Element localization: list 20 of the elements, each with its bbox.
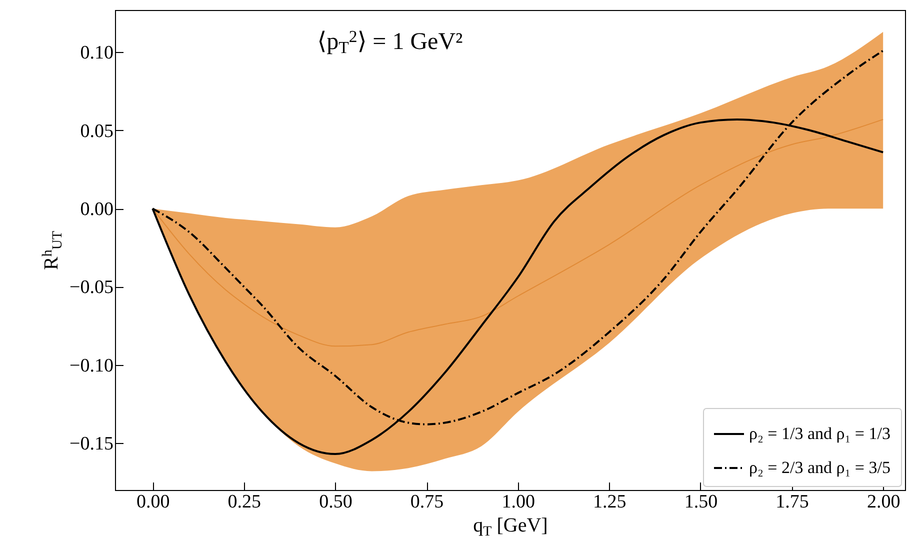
x-tick-label: 0.50 (319, 492, 352, 512)
y-tick-label: −0.15 (70, 434, 114, 455)
text: ⟨p$_{T}$$^{2}$⟩ = 1 GeV² (317, 27, 463, 58)
legend-label: ρ₂ = 1/3 and ρ₁ = 1/3 (749, 424, 890, 443)
y-tick-label: 0.10 (80, 42, 114, 64)
x-tick-label: 2.00 (866, 492, 900, 512)
y-tick-label: 0.00 (80, 199, 114, 220)
y-tick-label: −0.05 (70, 277, 114, 298)
y-tick-label: −0.10 (70, 355, 114, 376)
y-tick-label: 0.05 (80, 120, 114, 142)
legend-label: ρ₂ = 2/3 and ρ₁ = 3/5 (749, 458, 890, 477)
x-tick-label: 0.25 (228, 492, 262, 512)
x-tick-label: 1.00 (502, 492, 535, 512)
x-tick-label: 1.50 (684, 492, 718, 512)
x-tick-label: 0.00 (136, 492, 170, 512)
x-tick-label: 1.75 (776, 492, 809, 512)
line-series (152, 118, 884, 347)
x-axis-title: q$_{T}$ [GeV] (473, 514, 548, 539)
x-tick-label: 1.25 (593, 492, 626, 512)
x-tick-label: 0.75 (410, 492, 444, 512)
